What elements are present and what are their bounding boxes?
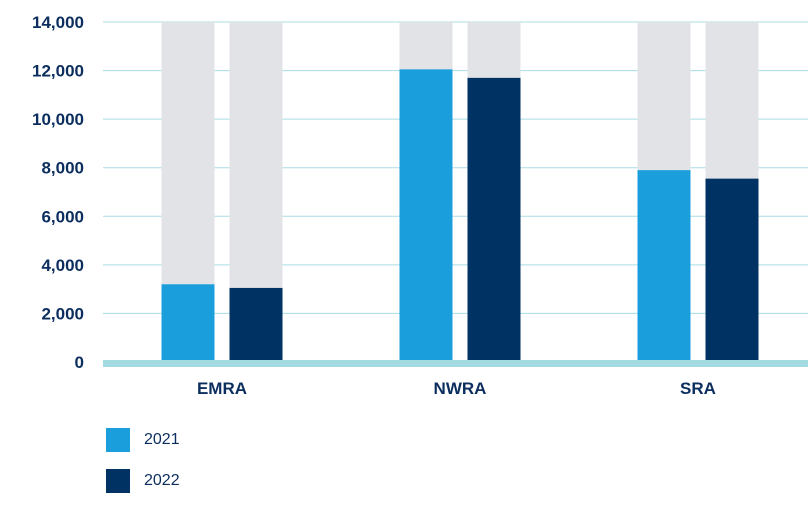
bar-nwra-2021 <box>399 69 453 362</box>
bar-nwra-2022 <box>467 77 521 362</box>
y-tick-label: 10,000 <box>32 110 84 129</box>
x-axis-baseline <box>103 360 808 367</box>
y-tick-label: 14,000 <box>32 13 84 32</box>
y-axis: 0 2,000 4,000 6,000 8,000 10,000 12,000 14,000 <box>32 13 808 372</box>
x-tick-label-sra: SRA <box>680 379 716 398</box>
y-tick-label: 0 <box>75 353 84 372</box>
bar-chart: 02,0004,0006,0008,00010,00012,00014,000 … <box>32 13 808 398</box>
bar-sra-2022 <box>705 178 759 362</box>
legend-label-2021: 2021 <box>144 431 180 448</box>
bar-emra-2021 <box>161 284 215 362</box>
x-tick-label-emra: EMRA <box>197 379 247 398</box>
legend-label-2022: 2022 <box>144 472 180 489</box>
bars <box>161 69 759 362</box>
y-tick-label: 8,000 <box>41 159 84 178</box>
y-tick-label: 6,000 <box>41 207 84 226</box>
legend: 2021 2022 <box>106 426 180 508</box>
y-tick-label: 4,000 <box>41 256 84 275</box>
bar-emra-2022 <box>229 287 283 362</box>
gridlines <box>103 21 808 314</box>
legend-swatch-2021 <box>106 428 130 452</box>
x-tick-label-nwra: NWRA <box>434 379 487 398</box>
bar-sra-2021 <box>637 170 691 362</box>
legend-swatch-2022 <box>106 469 130 493</box>
x-axis: EMRA NWRA SRA <box>197 379 716 398</box>
y-tick-label: 2,000 <box>41 304 84 323</box>
legend-item-2021: 2021 <box>106 426 180 454</box>
y-tick-label: 12,000 <box>32 62 84 81</box>
legend-item-2022: 2022 <box>106 467 180 495</box>
